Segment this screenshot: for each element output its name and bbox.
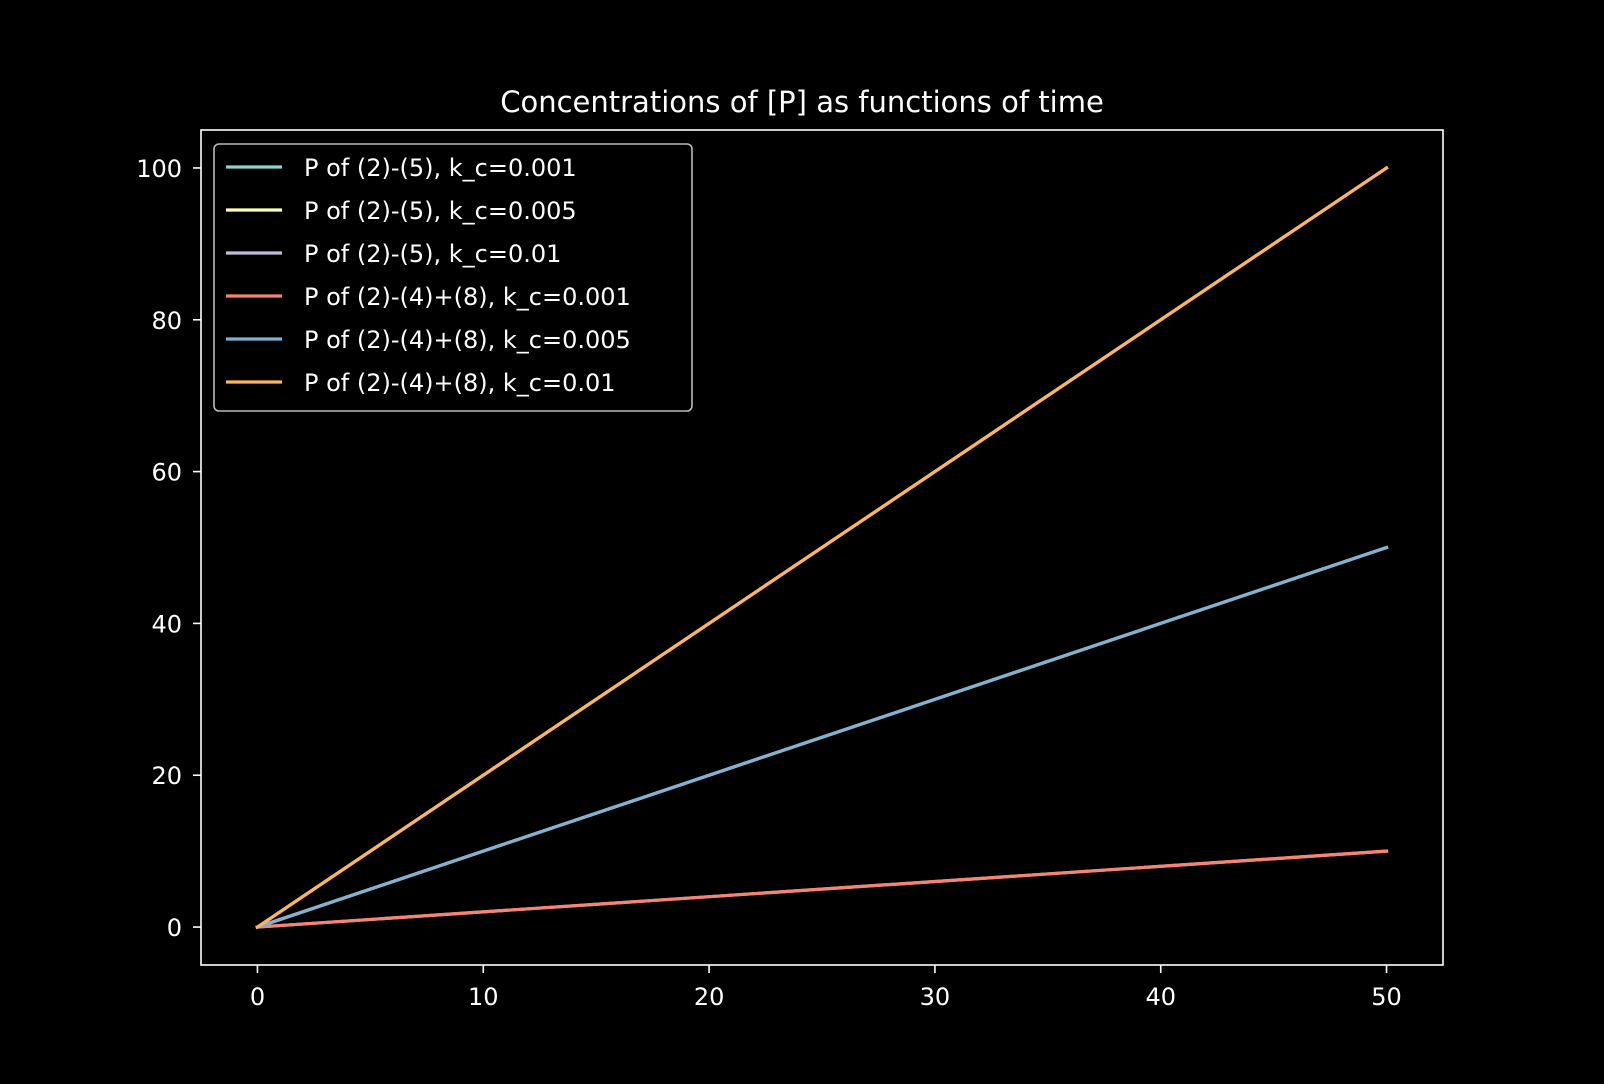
legend-label: P of (2)-(4)+(8), k_c=0.005 <box>304 326 631 354</box>
series-layer <box>255 165 1389 930</box>
x-tick-label: 0 <box>250 983 265 1011</box>
legend-label: P of (2)-(4)+(8), k_c=0.01 <box>304 369 616 397</box>
x-axis: 0 10 20 30 40 50 <box>250 965 1402 1011</box>
y-tick-label: 100 <box>136 155 182 183</box>
y-tick-label: 0 <box>167 914 182 942</box>
x-tick-label: 40 <box>1145 983 1176 1011</box>
y-tick-label: 20 <box>151 762 182 790</box>
series-line-4 <box>255 849 1389 929</box>
plot-frame <box>200 129 1444 966</box>
y-tick-label: 80 <box>151 307 182 335</box>
y-axis: 0 20 40 60 80 100 <box>136 155 201 942</box>
legend-label: P of (2)-(5), k_c=0.001 <box>304 154 577 182</box>
series-line-5 <box>255 545 1389 930</box>
x-tick-label: 50 <box>1371 983 1402 1011</box>
legend-box <box>213 143 693 412</box>
legend: P of (2)-(5), k_c=0.001 P of (2)-(5), k_c… <box>213 143 693 412</box>
y-tick-label: 40 <box>151 610 182 638</box>
chart-title: Concentrations of [P] as functions of ti… <box>500 85 1104 119</box>
legend-label: P of (2)-(5), k_c=0.01 <box>304 240 561 268</box>
x-tick-label: 20 <box>694 983 725 1011</box>
legend-label: P of (2)-(4)+(8), k_c=0.001 <box>304 283 631 311</box>
legend-label: P of (2)-(5), k_c=0.005 <box>304 197 577 225</box>
y-tick-label: 60 <box>151 459 182 487</box>
x-tick-label: 10 <box>468 983 499 1011</box>
x-tick-label: 30 <box>920 983 951 1011</box>
series-line-6 <box>255 165 1389 930</box>
